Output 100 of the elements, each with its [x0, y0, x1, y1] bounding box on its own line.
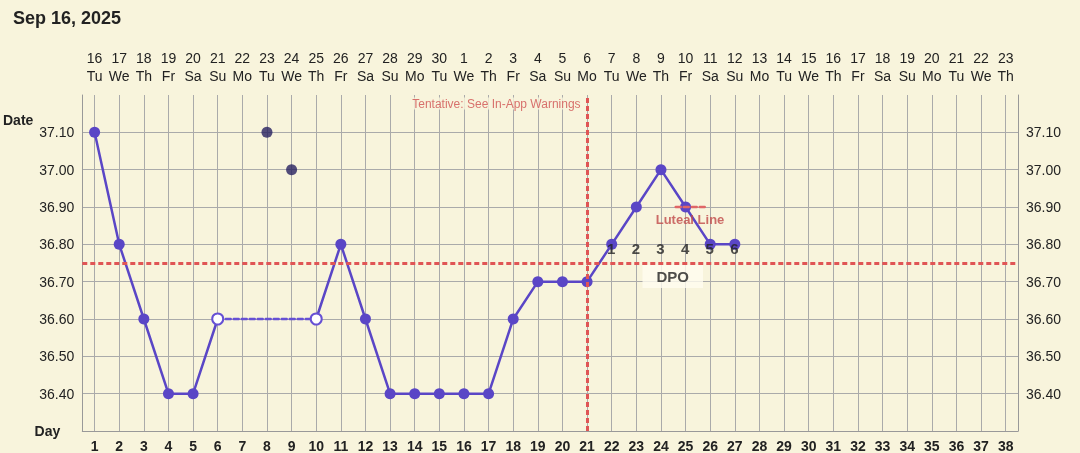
- y-tick-label: 36.70: [39, 273, 75, 290]
- x-tick-label: 8: [263, 438, 272, 453]
- x-tick-label: 9: [287, 438, 296, 453]
- y-tick-label: 36.80: [39, 236, 75, 253]
- x2-tick-label: 9 Th: [652, 50, 670, 84]
- x-tick-label: 36: [948, 438, 965, 453]
- point: [630, 201, 642, 213]
- point: [532, 276, 544, 288]
- x2-tick-label: 17 We: [108, 50, 130, 84]
- x2-tick-label: 22 We: [970, 50, 992, 84]
- x-tick-label: 3: [139, 438, 148, 453]
- x-tick-label: 35: [924, 438, 940, 453]
- x-tick-label: 10: [308, 438, 325, 453]
- x2-tick-label: 12 Su: [726, 50, 744, 84]
- x2-tick-label: 20 Sa: [184, 50, 202, 84]
- x2-tick-label: 19 Su: [898, 50, 916, 84]
- x-tick-label: 17: [480, 438, 497, 453]
- x2-tick-label: 23 Tu: [259, 50, 275, 84]
- x2-tick-label: 25 Th: [308, 50, 325, 84]
- annotation: DPO: [656, 268, 690, 285]
- x-tick-label: 21: [579, 438, 596, 453]
- y2-tick-label: 36.50: [1026, 348, 1062, 365]
- x2-tick-label: 18 Th: [135, 50, 153, 84]
- point: [655, 164, 667, 176]
- point: [138, 313, 150, 325]
- x-tick-label: 37: [973, 438, 990, 453]
- x2-tick-label: 20 Mo: [922, 50, 942, 84]
- x-tick-label: 2: [115, 438, 124, 453]
- x2-tick-label: 7 Tu: [603, 50, 620, 84]
- point: [261, 126, 273, 138]
- x-tick-label: 24: [653, 438, 669, 453]
- ref-line-label: Tentative: See In-App Warnings: [412, 96, 581, 111]
- x2-tick-label: 29 Mo: [404, 50, 425, 84]
- y2-tick-label: 36.90: [1026, 199, 1062, 215]
- x-tick-label: 1: [90, 438, 99, 453]
- point: [89, 126, 101, 138]
- x2-tick-label: 10 Fr: [677, 50, 694, 84]
- point: [384, 388, 396, 400]
- x-tick-label: 23: [628, 438, 645, 453]
- point: [359, 313, 371, 325]
- y-tick-label: 36.60: [39, 311, 75, 327]
- point: [458, 388, 470, 400]
- y-tick-label: 36.50: [39, 348, 75, 365]
- x2-tick-label: 4 Sa: [529, 50, 547, 84]
- x-tick-label: 14: [406, 438, 423, 453]
- x2-tick-label: 22 Mo: [232, 50, 253, 84]
- x-tick-label: 7: [238, 438, 247, 453]
- y2-tick-label: 37.00: [1026, 161, 1062, 178]
- x-tick-label: 18: [505, 438, 522, 453]
- x2-tick-label: 30 Tu: [431, 50, 448, 84]
- x-axis-title: Day: [34, 423, 61, 439]
- annotation: 3: [656, 240, 665, 257]
- point: [556, 276, 568, 288]
- x2-tick-label: 13 Mo: [749, 50, 770, 84]
- x2-tick-label: 2 Th: [480, 50, 497, 84]
- point: [483, 388, 495, 400]
- x-tick-label: 20: [554, 438, 571, 453]
- point: [286, 164, 298, 176]
- x2-tick-label: 27 Sa: [356, 50, 375, 84]
- x2-tick-label: 6 Mo: [577, 50, 598, 84]
- x2-tick-label: 19 Fr: [160, 50, 177, 84]
- annotation: 4: [680, 240, 690, 257]
- x2-tick-label: 16 Tu: [86, 50, 103, 84]
- x-tick-label: 25: [677, 438, 694, 453]
- y2-tick-label: 36.80: [1026, 236, 1062, 253]
- x-tick-label: 29: [776, 438, 793, 453]
- x-tick-label: 4: [164, 438, 173, 453]
- x2-tick-label: 26 Fr: [333, 50, 349, 84]
- x2-tick-label: 8 We: [625, 50, 647, 84]
- point: [507, 313, 519, 325]
- x-tick-label: 34: [899, 438, 916, 453]
- x-tick-label: 26: [702, 438, 719, 453]
- x-tick-label: 15: [431, 438, 448, 453]
- point: [187, 388, 199, 400]
- point: [433, 388, 445, 400]
- x-tick-label: 16: [456, 438, 472, 453]
- chart-title: Sep 16, 2025: [13, 8, 122, 28]
- x-tick-label: 5: [189, 438, 198, 453]
- x-tick-label: 22: [603, 438, 620, 453]
- x2-tick-label: 14 Tu: [776, 50, 793, 84]
- y-tick-label: 37.10: [39, 124, 75, 141]
- x-tick-label: 27: [727, 438, 743, 453]
- x2-tick-label: 5 Su: [553, 50, 572, 84]
- point: [113, 238, 125, 250]
- point: [335, 238, 347, 250]
- x2-tick-label: 11 Sa: [701, 50, 719, 84]
- y-tick-label: 37.00: [39, 161, 75, 178]
- x2-tick-label: 15 We: [798, 50, 820, 84]
- x2-axis-title: Date: [2, 112, 34, 128]
- x2-tick-label: 21 Su: [209, 50, 227, 84]
- y2-tick-label: 36.70: [1026, 273, 1062, 290]
- x-tick-label: 33: [874, 438, 891, 453]
- y2-tick-label: 37.10: [1026, 124, 1062, 141]
- x2-tick-label: 23 Th: [997, 50, 1014, 84]
- y2-tick-label: 36.60: [1026, 311, 1062, 327]
- y-tick-label: 36.90: [39, 199, 75, 215]
- x-tick-label: 30: [800, 438, 817, 453]
- x2-tick-label: 3 Fr: [506, 50, 521, 84]
- x-tick-label: 28: [751, 438, 768, 453]
- x-tick-label: 13: [382, 438, 399, 453]
